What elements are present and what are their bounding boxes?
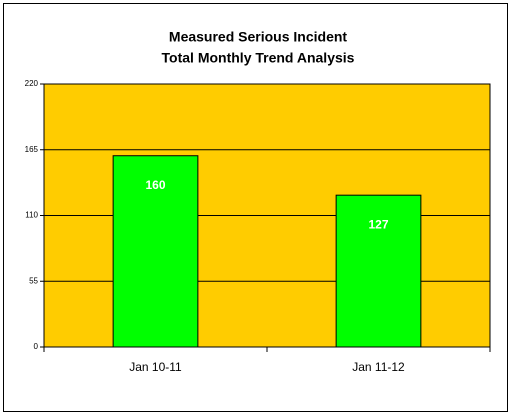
data-label: 127 bbox=[368, 217, 388, 231]
y-tick-label: 165 bbox=[25, 145, 39, 154]
y-tick-label: 0 bbox=[34, 342, 39, 351]
bar bbox=[335, 194, 422, 348]
data-label: 160 bbox=[145, 178, 165, 192]
x-tick-label: Jan 10-11 bbox=[129, 360, 182, 374]
chart-title: Total Monthly Trend Analysis bbox=[162, 50, 355, 66]
chart-title: Measured Serious Incident bbox=[169, 29, 347, 45]
y-tick-label: 220 bbox=[25, 79, 39, 88]
x-tick-label: Jan 11-12 bbox=[352, 360, 405, 374]
bar bbox=[112, 155, 199, 348]
y-tick-label: 55 bbox=[29, 276, 38, 285]
y-tick-label: 110 bbox=[25, 211, 38, 220]
